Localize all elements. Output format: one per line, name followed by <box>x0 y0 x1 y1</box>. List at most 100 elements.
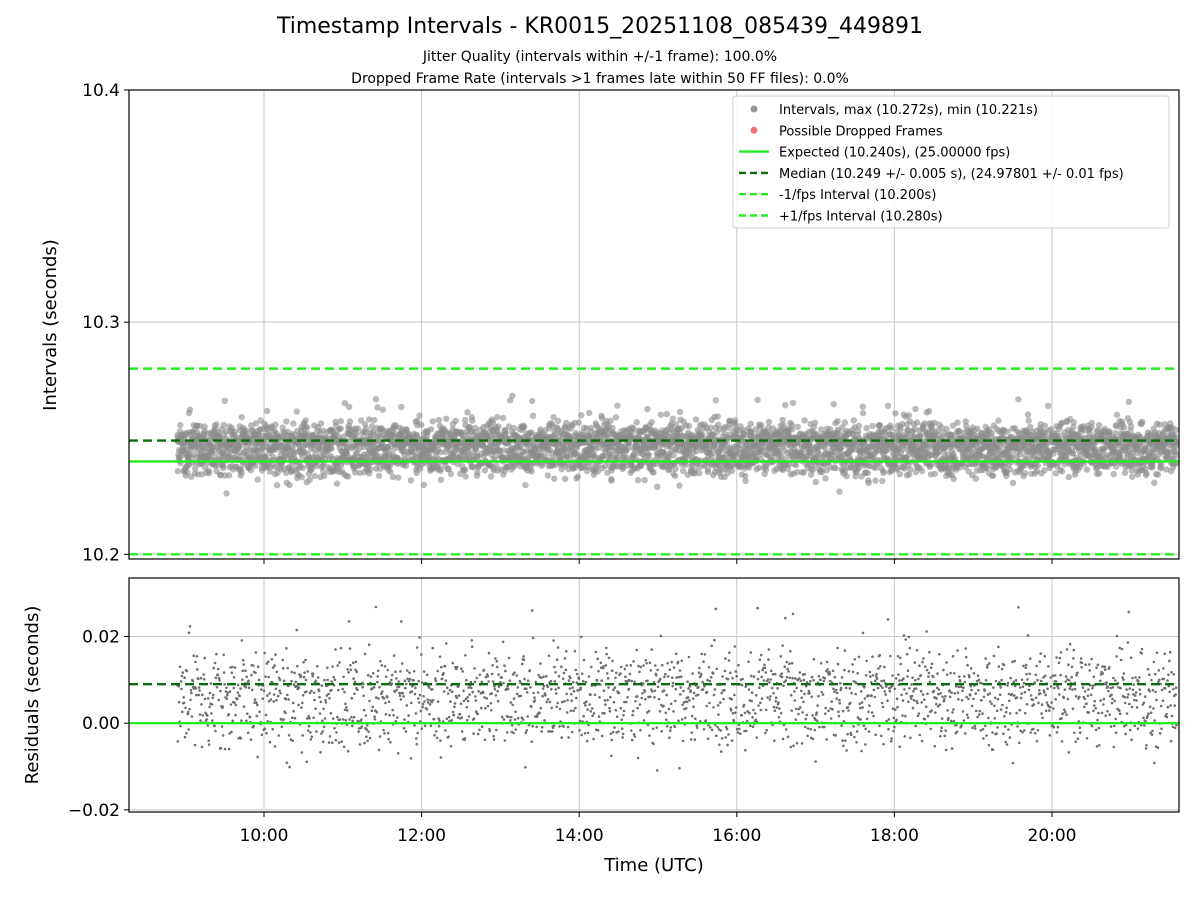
residual-point <box>331 717 335 720</box>
residual-point <box>387 700 391 704</box>
residual-point <box>306 729 310 732</box>
residual-point <box>311 674 315 678</box>
interval-point <box>317 420 325 427</box>
residual-point <box>258 710 261 714</box>
interval-point <box>481 467 489 474</box>
interval-point <box>726 417 734 424</box>
interval-point <box>955 427 963 435</box>
interval-point <box>462 416 469 424</box>
interval-point <box>192 465 199 472</box>
residual-point <box>256 755 260 759</box>
interval-point <box>841 419 848 426</box>
interval-point <box>634 476 642 484</box>
residual-point <box>360 718 363 721</box>
residual-point <box>305 760 309 764</box>
interval-point <box>834 418 841 425</box>
residual-point <box>419 709 423 713</box>
interval-point <box>682 461 689 468</box>
residual-point <box>341 718 345 721</box>
residual-point <box>299 674 303 677</box>
interval-point <box>443 415 450 422</box>
residual-point <box>352 677 355 680</box>
interval-y-axis-label: Intervals (seconds) <box>40 239 61 411</box>
residual-point <box>422 670 426 673</box>
residual-point <box>292 709 295 713</box>
interval-point <box>872 477 879 484</box>
interval-point <box>818 469 826 476</box>
residual-point <box>371 672 375 675</box>
residual-point <box>318 712 322 715</box>
interval-point <box>865 479 872 486</box>
residual-point <box>340 740 344 743</box>
residual-point <box>307 724 311 728</box>
residual-point <box>265 731 268 735</box>
residual-point <box>230 671 234 674</box>
interval-point <box>345 403 353 411</box>
residual-point <box>379 660 382 663</box>
residual-point <box>308 717 311 720</box>
interval-point <box>328 445 335 452</box>
residual-point <box>415 737 418 740</box>
residual-point <box>337 741 341 744</box>
interval-point <box>912 405 919 413</box>
residual-point <box>327 741 331 744</box>
interval-point <box>1113 411 1121 418</box>
residual-point <box>385 675 388 679</box>
residual-point <box>216 673 220 676</box>
interval-point <box>435 416 442 424</box>
interval-point <box>221 397 228 404</box>
residual-point <box>311 672 315 676</box>
residual-point <box>395 688 399 692</box>
residual-point <box>201 693 204 697</box>
residual-point <box>236 691 240 694</box>
residual-point <box>312 691 316 695</box>
residual-point <box>223 683 226 686</box>
residual-point <box>366 724 369 727</box>
residual-point <box>246 712 249 715</box>
interval-point <box>437 465 444 473</box>
interval-point <box>614 402 621 409</box>
residual-point <box>263 651 266 655</box>
residual-point <box>210 703 214 706</box>
interval-point <box>362 425 370 432</box>
residual-point <box>266 660 270 664</box>
residual-point <box>319 751 322 754</box>
residual-point <box>351 661 355 665</box>
interval-point <box>389 473 397 481</box>
residual-point <box>390 682 394 685</box>
residual-point <box>377 748 381 752</box>
interval-reference-lines <box>129 367 1179 556</box>
interval-point <box>402 462 410 470</box>
residual-point <box>332 676 335 679</box>
residual-point <box>217 698 220 702</box>
residual-point <box>279 691 282 695</box>
residual-point <box>347 620 351 623</box>
interval-point <box>177 421 184 429</box>
residual-point <box>275 699 278 702</box>
residual-point <box>234 713 237 717</box>
interval-point <box>779 416 786 424</box>
residual-point <box>291 739 295 743</box>
residual-point <box>327 692 330 696</box>
residual-point <box>423 724 427 728</box>
residual-point <box>297 686 301 690</box>
legend-marker <box>750 105 758 113</box>
residual-point <box>389 740 392 744</box>
interval-point <box>918 467 926 475</box>
residual-point <box>301 734 305 737</box>
interval-point <box>1045 402 1052 410</box>
residual-point <box>364 714 368 717</box>
interval-point <box>223 490 230 497</box>
residual-point <box>211 693 215 697</box>
residual-point <box>218 679 221 682</box>
residual-point <box>195 655 199 658</box>
interval-point <box>1065 473 1073 481</box>
residual-point <box>180 687 183 691</box>
residual-point <box>239 737 243 740</box>
interval-point <box>1125 398 1133 406</box>
residual-point <box>326 666 329 670</box>
residual-point <box>356 688 359 692</box>
interval-point <box>679 467 687 475</box>
residual-point <box>253 698 257 701</box>
interval-point <box>554 417 562 425</box>
